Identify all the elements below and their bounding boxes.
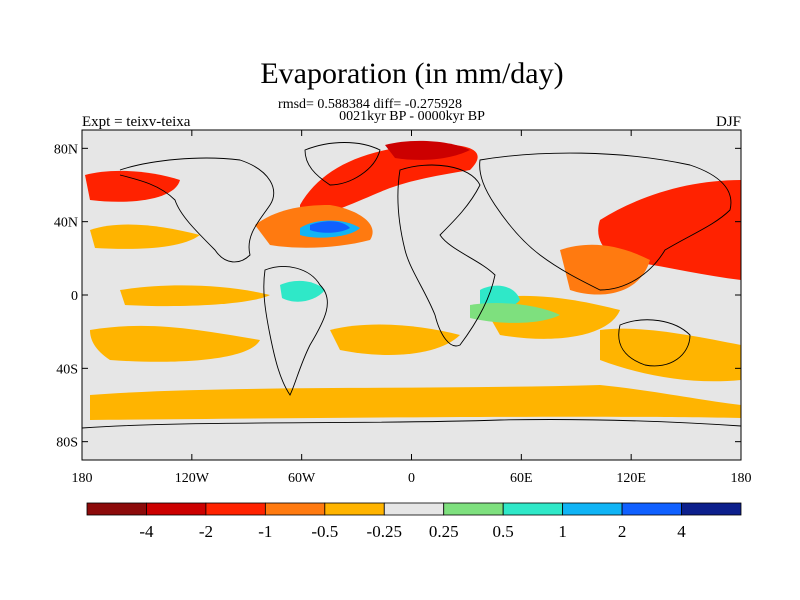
colorbar-swatch — [502, 502, 564, 516]
field-nordic-dark — [385, 140, 470, 160]
colorbar-label: -0.25 — [367, 522, 402, 541]
field-south-pacific-arc — [600, 328, 741, 382]
coast-asia — [479, 152, 732, 291]
field-pacific-north-band — [90, 224, 200, 249]
field-indian-green — [470, 303, 560, 323]
lon-tick-label: 180 — [72, 471, 93, 486]
lon-tick-label: 120W — [175, 471, 210, 486]
period-line: 0021kyr BP - 0000kyr BP — [339, 109, 485, 124]
latitude-axis: 80N 40N 0 40S 80S — [54, 142, 741, 451]
colorbar-swatch — [324, 502, 385, 516]
colorbar-swatch — [264, 502, 326, 516]
lon-tick-label: 60E — [510, 471, 533, 486]
colorbar-label: 4 — [677, 522, 686, 541]
field-tropical-pacific — [120, 285, 270, 307]
colorbar-label: 0.25 — [429, 522, 459, 541]
colorbar-swatch — [383, 502, 445, 516]
coast-south-america — [263, 266, 328, 396]
map-panel — [81, 129, 742, 461]
field-subpolar-cyan — [310, 221, 350, 233]
colorbar-swatch — [621, 502, 682, 516]
colorbar-label: 2 — [618, 522, 627, 541]
lon-tick-label: 120E — [616, 471, 646, 486]
colorbar-label: -2 — [199, 522, 213, 541]
field-amazon-cyan — [280, 280, 325, 302]
coast-europe-africa — [397, 164, 496, 347]
colorbar-swatch — [146, 502, 207, 516]
coast-greenland — [304, 142, 381, 186]
colorbar — [86, 502, 742, 516]
experiment-label: Expt = teixv-teixa — [82, 114, 191, 130]
field-north-pacific — [85, 170, 180, 202]
coastlines — [82, 142, 741, 429]
colorbar-label: 1 — [558, 522, 567, 541]
colorbar-labels: -4 -2 -1 -0.5 -0.25 0.25 0.5 1 2 4 — [139, 522, 686, 541]
field-north-atlantic-strong — [300, 144, 478, 220]
colorbar-swatch — [86, 502, 147, 516]
lat-tick-label: 80S — [56, 436, 78, 451]
coast-antarctica — [82, 419, 741, 429]
field-southern-ocean — [90, 385, 741, 420]
colorbar-label: -0.5 — [311, 522, 338, 541]
field-south-atlantic — [330, 324, 460, 355]
lat-tick-label: 40N — [54, 216, 78, 231]
stats-line: rmsd= 0.588384 diff= -0.275928 — [278, 97, 462, 112]
field-west-pacific-orange — [560, 244, 650, 295]
coast-australia — [618, 319, 691, 367]
coast-north-america — [119, 157, 275, 263]
figure-title: Evaporation (in mm/day) — [260, 57, 563, 90]
colorbar-swatch — [205, 502, 266, 516]
colorbar-label: -1 — [258, 522, 272, 541]
colorbar-label: -4 — [139, 522, 154, 541]
season-label: DJF — [716, 114, 741, 130]
evaporation-anomaly-fields — [85, 140, 741, 420]
longitude-axis: 180 120W 60W 0 60E 120E 180 — [72, 130, 752, 486]
colorbar-swatch — [443, 502, 504, 516]
lon-tick-label: 60W — [288, 471, 316, 486]
lat-tick-label: 0 — [71, 289, 78, 304]
lat-tick-label: 80N — [54, 142, 78, 157]
lat-tick-label: 40S — [56, 362, 78, 377]
field-pacific-south-band — [90, 325, 260, 362]
colorbar-label: 0.5 — [493, 522, 514, 541]
colorbar-swatch — [681, 502, 742, 516]
lon-tick-label: 180 — [731, 471, 752, 486]
colorbar-swatch — [562, 502, 623, 516]
lon-tick-label: 0 — [408, 471, 415, 486]
